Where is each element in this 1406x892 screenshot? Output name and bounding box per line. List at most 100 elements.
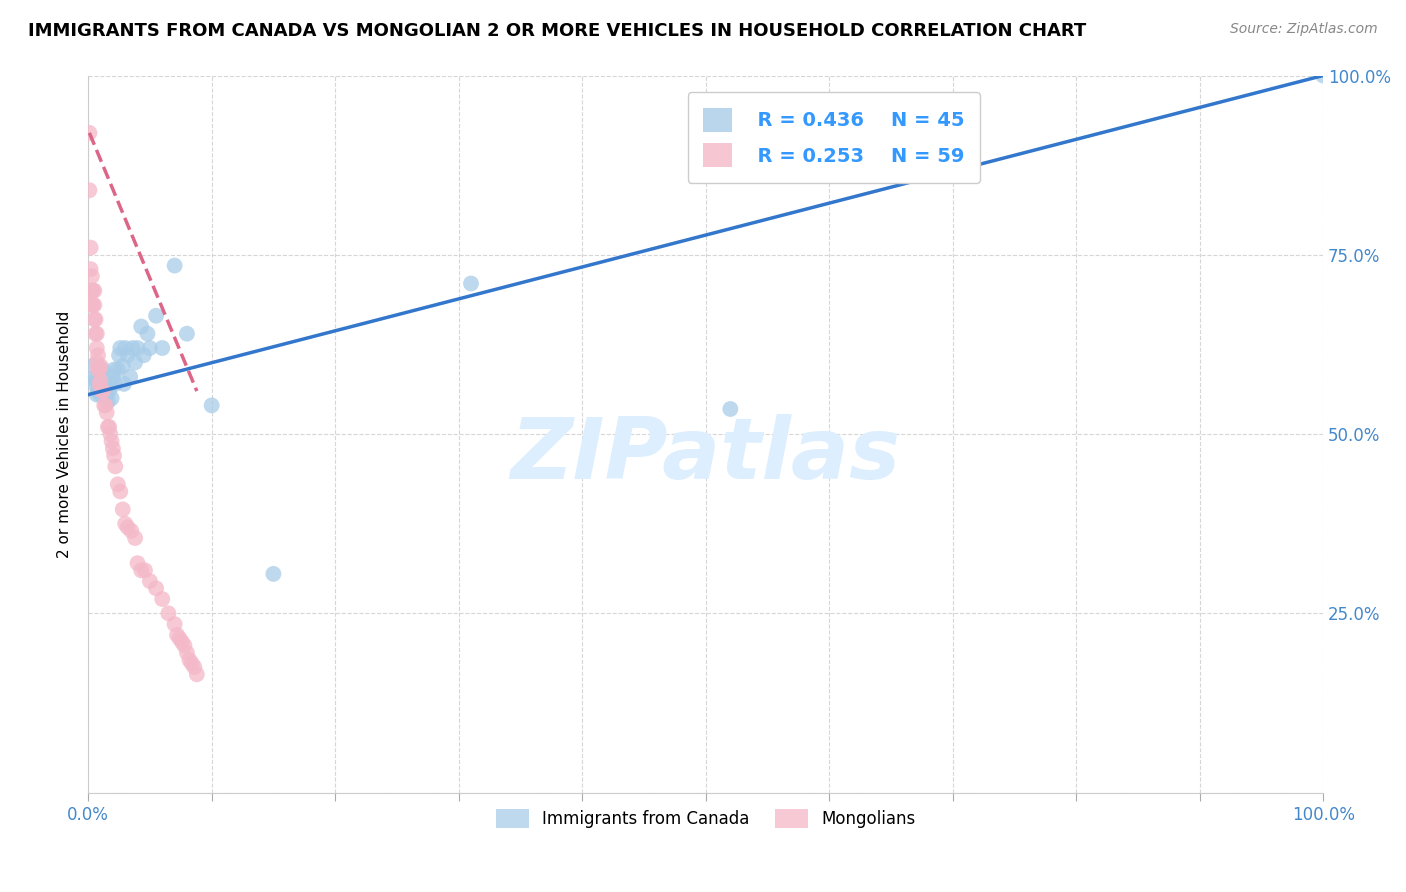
- Point: [83, 298, 105, 312]
- Point: [87, 384, 110, 398]
- Point: [173, 639, 195, 653]
- Point: [186, 667, 208, 681]
- Point: [100, 391, 122, 405]
- Point: [139, 341, 162, 355]
- Point: [117, 348, 139, 362]
- Point: [183, 660, 205, 674]
- Point: [91, 384, 114, 398]
- Point: [96, 406, 118, 420]
- Point: [121, 341, 143, 355]
- Point: [87, 376, 110, 391]
- Point: [157, 607, 180, 621]
- Point: [83, 312, 105, 326]
- Point: [94, 384, 117, 398]
- Point: [87, 362, 110, 376]
- Point: [100, 434, 122, 449]
- Point: [166, 628, 188, 642]
- Point: [84, 369, 107, 384]
- Y-axis label: 2 or more Vehicles in Household: 2 or more Vehicles in Household: [58, 310, 72, 558]
- Point: [117, 520, 139, 534]
- Point: [124, 531, 146, 545]
- Point: [110, 341, 132, 355]
- Point: [107, 362, 129, 376]
- Point: [83, 284, 105, 298]
- Point: [107, 477, 129, 491]
- Text: IMMIGRANTS FROM CANADA VS MONGOLIAN 2 OR MORE VEHICLES IN HOUSEHOLD CORRELATION : IMMIGRANTS FROM CANADA VS MONGOLIAN 2 OR…: [28, 22, 1087, 40]
- Point: [86, 387, 108, 401]
- Point: [108, 348, 131, 362]
- Point: [103, 449, 125, 463]
- Point: [718, 402, 741, 417]
- Point: [90, 380, 112, 394]
- Point: [80, 359, 103, 373]
- Point: [150, 592, 173, 607]
- Point: [201, 398, 224, 412]
- Point: [100, 427, 122, 442]
- Point: [169, 632, 191, 646]
- Point: [83, 376, 105, 391]
- Point: [97, 420, 120, 434]
- Point: [93, 398, 115, 412]
- Point: [98, 384, 121, 398]
- Point: [114, 341, 136, 355]
- Point: [89, 376, 111, 391]
- Legend: Immigrants from Canada, Mongolians: Immigrants from Canada, Mongolians: [489, 802, 922, 835]
- Point: [1312, 69, 1334, 83]
- Point: [89, 362, 111, 376]
- Point: [104, 459, 127, 474]
- Point: [262, 566, 284, 581]
- Point: [111, 359, 134, 373]
- Point: [103, 362, 125, 376]
- Point: [79, 126, 101, 140]
- Point: [93, 373, 115, 387]
- Point: [80, 298, 103, 312]
- Point: [89, 387, 111, 401]
- Point: [145, 581, 167, 595]
- Point: [89, 373, 111, 387]
- Point: [127, 341, 149, 355]
- Point: [170, 635, 193, 649]
- Point: [80, 269, 103, 284]
- Point: [180, 657, 202, 671]
- Point: [132, 348, 155, 362]
- Point: [112, 376, 135, 391]
- Point: [163, 617, 186, 632]
- Point: [101, 442, 124, 456]
- Point: [134, 563, 156, 577]
- Point: [98, 420, 121, 434]
- Point: [100, 376, 122, 391]
- Point: [120, 524, 142, 538]
- Point: [163, 259, 186, 273]
- Point: [96, 387, 118, 401]
- Point: [101, 369, 124, 384]
- Point: [89, 362, 111, 376]
- Point: [86, 326, 108, 341]
- Point: [136, 326, 159, 341]
- Point: [97, 394, 120, 409]
- Point: [110, 484, 132, 499]
- Point: [460, 277, 482, 291]
- Point: [87, 348, 110, 362]
- Point: [176, 326, 198, 341]
- Point: [82, 284, 104, 298]
- Point: [86, 341, 108, 355]
- Point: [139, 574, 162, 588]
- Point: [90, 384, 112, 398]
- Point: [104, 376, 127, 391]
- Text: Source: ZipAtlas.com: Source: ZipAtlas.com: [1230, 22, 1378, 37]
- Point: [86, 355, 108, 369]
- Point: [176, 646, 198, 660]
- Point: [124, 355, 146, 369]
- Point: [94, 398, 117, 412]
- Point: [82, 298, 104, 312]
- Text: ZIPatlas: ZIPatlas: [510, 414, 901, 497]
- Point: [145, 309, 167, 323]
- Point: [89, 359, 111, 373]
- Point: [129, 319, 152, 334]
- Point: [79, 241, 101, 255]
- Point: [111, 502, 134, 516]
- Point: [84, 326, 107, 341]
- Point: [129, 563, 152, 577]
- Point: [84, 312, 107, 326]
- Point: [80, 284, 103, 298]
